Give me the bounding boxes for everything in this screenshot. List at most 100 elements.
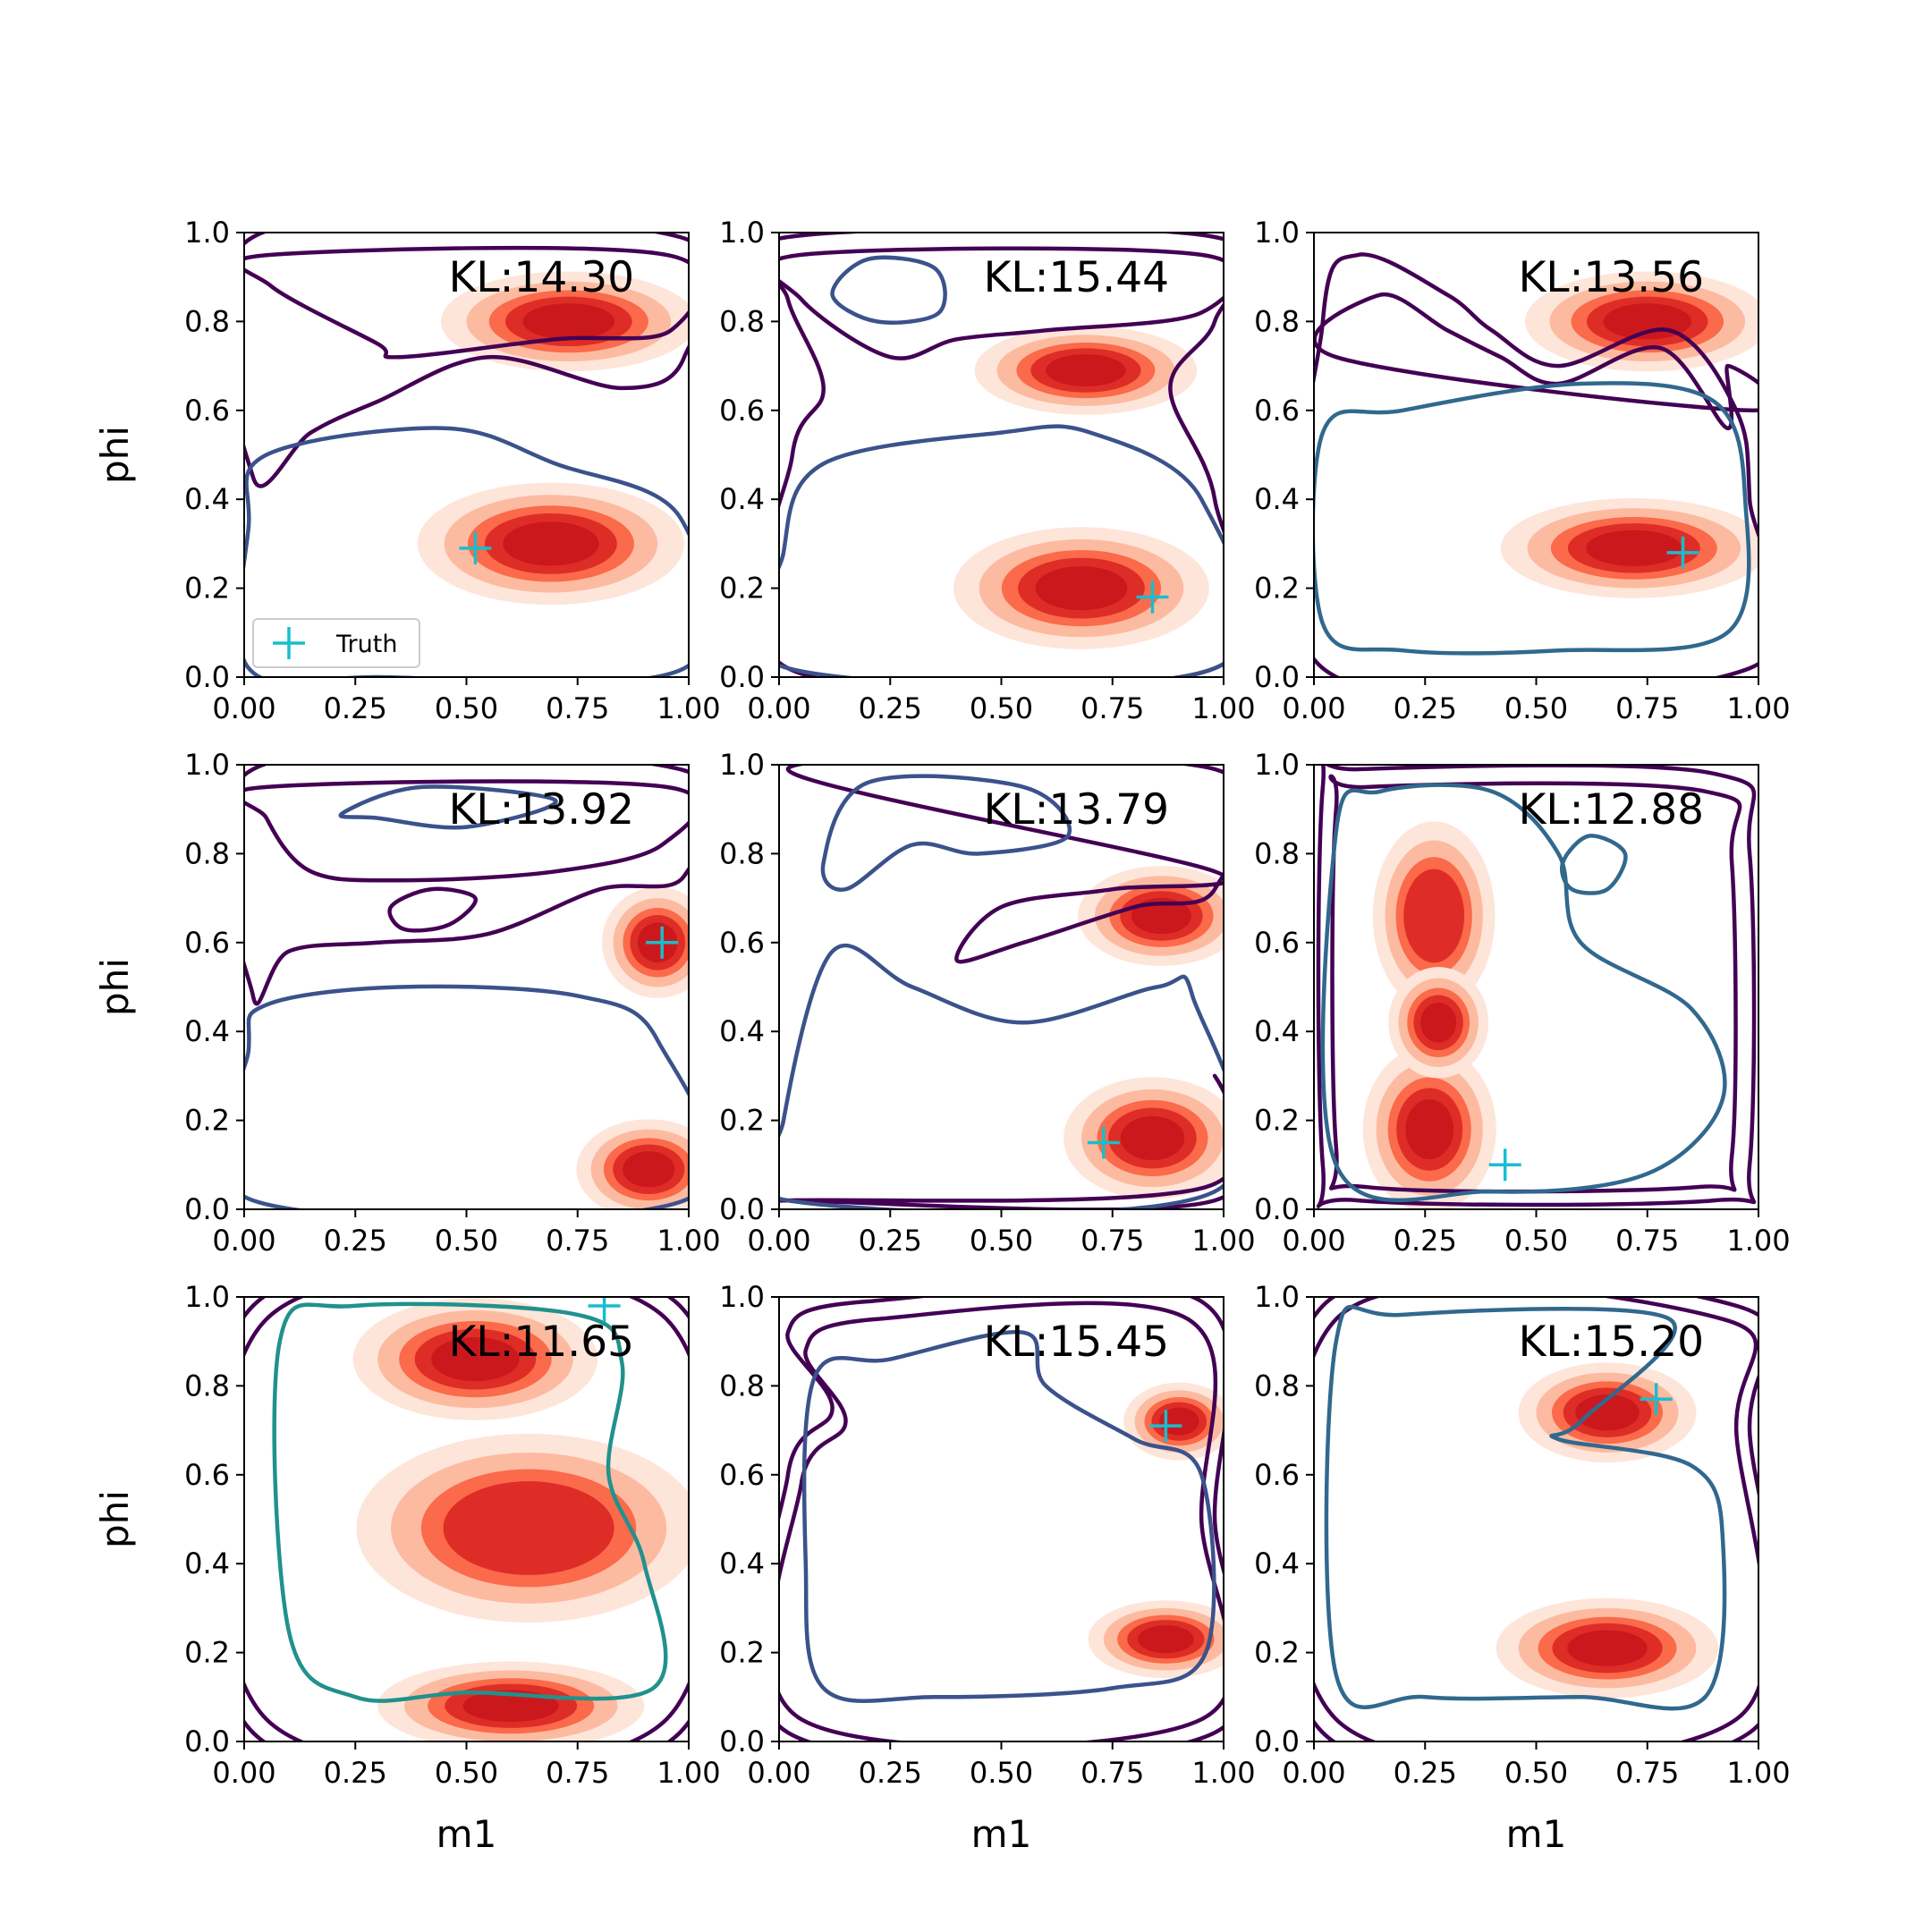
- y-tick-label: 0.2: [184, 572, 230, 606]
- x-tick-label: 0.00: [212, 1756, 275, 1790]
- x-tick-label: 1.00: [1726, 1224, 1790, 1258]
- legend-box: [252, 618, 420, 668]
- y-tick-label: 0.0: [719, 660, 765, 694]
- contour-line-5: [244, 984, 689, 1209]
- plot-area: [779, 1297, 1224, 1741]
- y-tick-label: 0.4: [719, 482, 765, 516]
- kl-annotation: KL:14.30: [449, 253, 634, 302]
- x-tick-label: 0.50: [1504, 691, 1568, 725]
- y-tick-label: 0.2: [719, 572, 765, 606]
- x-tick-label: 0.25: [1394, 1224, 1457, 1258]
- y-tick-label: 0.2: [184, 1636, 230, 1670]
- y-tick-label: 0.2: [1254, 1636, 1300, 1670]
- contour-line-1: [244, 233, 689, 488]
- truth-marker: [459, 531, 492, 564]
- contour-line-3: [1320, 783, 1727, 1203]
- kl-annotation: KL:11.65: [449, 1318, 634, 1367]
- y-tick-label: 0.6: [1254, 926, 1300, 960]
- x-axis-label: m1: [1506, 1812, 1567, 1856]
- density-blob-2-level-5: [1120, 1115, 1185, 1161]
- y-tick-label: 1.0: [719, 1280, 765, 1314]
- y-tick-label: 0.8: [184, 836, 230, 870]
- kl-annotation: KL:12.88: [1519, 785, 1704, 835]
- x-tick-label: 0.50: [435, 1224, 498, 1258]
- plot-area: [1316, 765, 1757, 1209]
- density-blob-1-level-5: [431, 1336, 520, 1382]
- contour-line-2: [244, 779, 689, 883]
- contour-line-3: [820, 774, 1072, 892]
- x-tick-label: 0.50: [970, 691, 1033, 725]
- x-tick-label: 1.00: [657, 1224, 720, 1258]
- kl-annotation: KL:13.79: [984, 785, 1169, 835]
- panel-8: 0.00 0.25 0.50 0.75 1.00 0.0 0.2 0.4 0.6 0.8 1.0 KL…: [719, 1280, 1256, 1856]
- density-blob-2-level-5: [1405, 1098, 1454, 1160]
- y-tick-label: 0.4: [1254, 1014, 1300, 1048]
- x-tick-label: 0.00: [212, 691, 275, 725]
- legend-label: Truth: [335, 631, 397, 658]
- truth-marker: [1149, 1410, 1182, 1443]
- contour-line-3: [387, 886, 478, 933]
- density-blob-2-level-5: [1138, 1625, 1194, 1654]
- y-tick-label: 0.8: [719, 304, 765, 338]
- x-tick-label: 0.75: [1615, 1224, 1679, 1258]
- truth-marker: [588, 1297, 621, 1322]
- y-axis-label: phi: [93, 426, 137, 484]
- density-blob-3-level-5: [1420, 1002, 1457, 1043]
- x-tick-label: 0.50: [435, 691, 498, 725]
- y-tick-label: 0.2: [184, 1104, 230, 1138]
- x-tick-label: 0.75: [1080, 691, 1144, 725]
- contour-line-3: [1314, 381, 1751, 656]
- contour-line-4: [779, 943, 1224, 1209]
- y-tick-label: 0.8: [184, 1368, 230, 1402]
- x-tick-label: 0.75: [546, 691, 609, 725]
- density-blob-2-level-4: [443, 1481, 614, 1575]
- kl-annotation: KL:13.56: [1519, 253, 1704, 302]
- y-tick-label: 0.0: [184, 1192, 230, 1226]
- y-tick-label: 0.6: [1254, 1458, 1300, 1492]
- y-tick-label: 0.4: [184, 1546, 230, 1580]
- x-tick-label: 0.00: [1282, 691, 1345, 725]
- y-tick-label: 0.4: [184, 482, 230, 516]
- x-tick-label: 0.25: [1394, 1756, 1457, 1790]
- density-blob-3-level-5: [462, 1690, 559, 1723]
- contour-line-2: [1328, 774, 1742, 1194]
- x-tick-label: 1.00: [1726, 691, 1790, 725]
- y-tick-label: 0.2: [1254, 572, 1300, 606]
- y-tick-label: 0.0: [719, 1724, 765, 1758]
- y-tick-label: 1.0: [719, 216, 765, 250]
- y-tick-label: 1.0: [1254, 748, 1300, 782]
- y-tick-label: 0.2: [1254, 1104, 1300, 1138]
- x-tick-label: 0.25: [859, 1756, 922, 1790]
- x-tick-label: 0.00: [1282, 1224, 1345, 1258]
- density-blob-1-level-5: [522, 303, 615, 340]
- y-tick-label: 0.0: [184, 1724, 230, 1758]
- y-tick-label: 1.0: [184, 748, 230, 782]
- panel-6: 0.00 0.25 0.50 0.75 1.00 0.0 0.2 0.4 0.6 0.8 1.0 KL…: [1254, 748, 1791, 1258]
- x-tick-label: 1.00: [1191, 691, 1255, 725]
- density-blob-1-level-5: [1131, 897, 1191, 935]
- y-tick-label: 0.2: [719, 1636, 765, 1670]
- density-blob-2-level-5: [1035, 565, 1128, 611]
- y-axis-label: phi: [93, 958, 137, 1016]
- density-blob-2-level-5: [1586, 530, 1682, 566]
- y-tick-label: 0.6: [184, 926, 230, 960]
- contour-line-1: [779, 1297, 1224, 1741]
- x-tick-label: 0.25: [324, 691, 387, 725]
- contour-line-2: [1314, 1297, 1758, 1741]
- truth-marker: [1640, 1383, 1673, 1416]
- panel-1: 0.00 0.25 0.50 0.75 1.00 0.0 0.2 0.4 0.6 0.8 1.0 KL…: [93, 216, 721, 725]
- x-tick-label: 0.25: [859, 691, 922, 725]
- contour-line-3: [1324, 1304, 1727, 1711]
- y-tick-label: 1.0: [719, 748, 765, 782]
- plot-area: [244, 1297, 689, 1741]
- density-blob-2-level-5: [623, 1151, 675, 1188]
- x-tick-label: 0.25: [1394, 691, 1457, 725]
- x-tick-label: 0.25: [324, 1224, 387, 1258]
- truth-marker: [646, 926, 679, 959]
- y-tick-label: 0.0: [1254, 1724, 1300, 1758]
- plot-area: [779, 765, 1224, 1209]
- x-tick-label: 0.50: [970, 1224, 1033, 1258]
- kl-annotation: KL:15.20: [1519, 1318, 1704, 1367]
- density-blob-2-level-5: [503, 521, 599, 566]
- contour-line-3: [830, 255, 947, 325]
